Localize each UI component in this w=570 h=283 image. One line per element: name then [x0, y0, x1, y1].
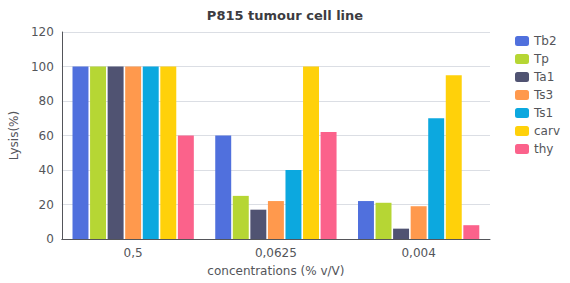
- svg-text:Tb2: Tb2: [533, 34, 557, 48]
- svg-text:0,5: 0,5: [124, 246, 143, 260]
- svg-text:Ts3: Ts3: [533, 88, 553, 102]
- svg-text:100: 100: [31, 60, 54, 74]
- svg-text:0: 0: [46, 232, 54, 246]
- svg-text:concentrations (% v/V): concentrations (% v/V): [207, 264, 344, 278]
- svg-text:P815 tumour cell line: P815 tumour cell line: [207, 8, 363, 23]
- svg-text:0,004: 0,004: [401, 246, 435, 260]
- svg-text:20: 20: [39, 198, 54, 212]
- svg-text:80: 80: [39, 94, 54, 108]
- svg-text:Ta1: Ta1: [533, 70, 554, 84]
- svg-text:carv: carv: [534, 124, 560, 138]
- svg-text:120: 120: [31, 25, 54, 39]
- svg-text:0,0625: 0,0625: [255, 246, 297, 260]
- svg-text:Ts1: Ts1: [533, 106, 553, 120]
- svg-text:Lysis(%): Lysis(%): [7, 111, 21, 160]
- svg-text:40: 40: [39, 163, 54, 177]
- svg-text:thy: thy: [534, 142, 553, 156]
- svg-text:Tp: Tp: [533, 52, 549, 66]
- svg-text:60: 60: [39, 129, 54, 143]
